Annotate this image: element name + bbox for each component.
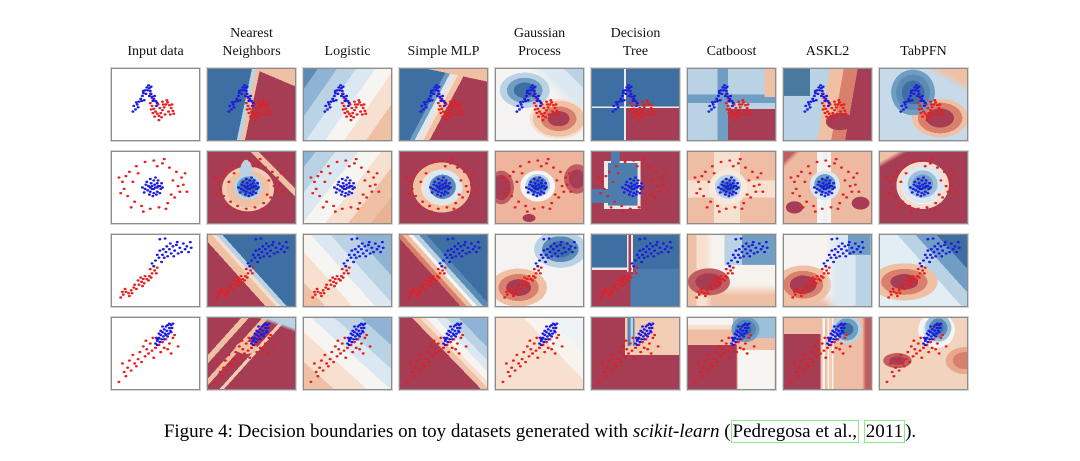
scatter-points-layer <box>885 157 957 213</box>
plot-cell-r1-c7 <box>687 68 776 141</box>
plot-cell-r1-c1 <box>111 68 200 141</box>
column-header-gaussian-process: Gaussian Process <box>513 26 566 59</box>
plot-cell-r1-c9 <box>879 68 968 141</box>
plot-cell-r4-c4 <box>399 317 488 390</box>
plot-cell-r2-c7 <box>687 151 776 224</box>
scatter-points-layer <box>899 84 944 122</box>
plot-cell-r4-c1 <box>111 317 200 390</box>
caption-figure-label: Figure 4: <box>163 421 238 442</box>
scatter-points-layer <box>599 237 673 299</box>
column-header-tabpfn: TabPFN <box>900 43 947 59</box>
scatter-points-layer <box>309 322 372 384</box>
figure-caption: Figure 4: Decision boundaries on toy dat… <box>0 420 1080 443</box>
scatter-points-layer <box>405 322 468 384</box>
plot-cell-r4-c7 <box>687 317 776 390</box>
plot-cell-r3-c5 <box>495 234 584 307</box>
plot-cell-r1-c4 <box>399 68 488 141</box>
column-header-logistic: Logistic <box>324 43 371 59</box>
plot-cell-r3-c4 <box>399 234 488 307</box>
plot-cell-r3-c6 <box>591 234 680 307</box>
column-header-catboost: Catboost <box>706 43 757 59</box>
plot-cell-r3-c7 <box>687 234 776 307</box>
scatter-points-layer <box>789 157 861 213</box>
plot-cell-r4-c9 <box>879 317 968 390</box>
column-header-input-data: Input data <box>127 43 184 59</box>
plot-cell-r3-c2 <box>207 234 296 307</box>
column-header-askl2: ASKL2 <box>805 43 850 59</box>
plot-cell-r2-c5 <box>495 151 584 224</box>
plot-cell-r2-c3 <box>303 151 392 224</box>
column-headers-row: Input data Nearest Neighbors Logistic Si… <box>111 10 968 60</box>
scatter-points-layer <box>789 322 852 384</box>
plot-cell-r4-c2 <box>207 317 296 390</box>
plot-cell-r1-c5 <box>495 68 584 141</box>
caption-paren-open: ( <box>719 421 731 442</box>
scatter-points-layer <box>119 237 193 299</box>
scatter-points-layer <box>503 237 577 299</box>
plot-cell-r3-c9 <box>879 234 968 307</box>
scatter-points-layer <box>611 84 656 122</box>
scatter-points-layer <box>117 157 189 213</box>
citation-link-author[interactable]: Pedregosa et al., <box>730 420 860 443</box>
plot-cell-r4-c6 <box>591 317 680 390</box>
scatter-points-layer <box>311 237 385 299</box>
scatter-points-layer <box>213 157 285 213</box>
plot-cell-r3-c3 <box>303 234 392 307</box>
plot-cell-r2-c4 <box>399 151 488 224</box>
scatter-points-layer <box>597 157 669 213</box>
scatter-points-layer <box>693 157 765 213</box>
plot-cell-r2-c8 <box>783 151 872 224</box>
citation-link-year[interactable]: 2011 <box>863 420 906 443</box>
scatter-points-layer <box>515 84 560 122</box>
plot-cell-r2-c2 <box>207 151 296 224</box>
plot-cell-r2-c9 <box>879 151 968 224</box>
plot-cell-r1-c3 <box>303 68 392 141</box>
column-header-simple-mlp: Simple MLP <box>407 43 480 59</box>
scatter-points-layer <box>791 237 865 299</box>
scatter-points-layer <box>707 84 752 122</box>
scatter-points-layer <box>213 322 276 384</box>
scatter-points-layer <box>597 322 660 384</box>
plot-cell-r2-c6 <box>591 151 680 224</box>
plot-cell-r3-c1 <box>111 234 200 307</box>
caption-paren-close: ). <box>905 421 917 442</box>
scatter-points-layer <box>407 237 481 299</box>
scatter-points-layer <box>693 322 756 384</box>
scatter-points-layer <box>309 157 381 213</box>
scatter-points-layer <box>117 322 180 384</box>
plot-cell-r1-c8 <box>783 68 872 141</box>
scatter-points-layer <box>501 157 573 213</box>
scatter-points-layer <box>131 84 176 122</box>
scatter-points-layer <box>405 157 477 213</box>
scatter-points-layer <box>885 322 948 384</box>
scatter-points-layer <box>501 322 564 384</box>
scatter-points-layer <box>215 237 289 299</box>
plot-cell-r1-c6 <box>591 68 680 141</box>
scatter-points-layer <box>323 84 368 122</box>
caption-italic-scikit-learn: scikit-learn <box>632 421 720 442</box>
scatter-points-layer <box>695 237 769 299</box>
scatter-points-layer <box>419 84 464 122</box>
scatter-points-layer <box>227 84 272 122</box>
column-header-nearest-neighbors: Nearest Neighbors <box>222 26 281 59</box>
plot-cell-r3-c8 <box>783 234 872 307</box>
scatter-points-layer <box>803 84 848 122</box>
scatter-points-layer <box>887 237 961 299</box>
plot-cell-r4-c3 <box>303 317 392 390</box>
caption-body: Decision boundaries on toy datasets gene… <box>237 421 633 442</box>
plot-cell-r1-c2 <box>207 68 296 141</box>
plot-cell-r4-c5 <box>495 317 584 390</box>
column-header-decision-tree: Decision Tree <box>610 26 661 59</box>
plot-cell-r2-c1 <box>111 151 200 224</box>
plot-cell-r4-c8 <box>783 317 872 390</box>
plots-grid <box>111 68 968 390</box>
